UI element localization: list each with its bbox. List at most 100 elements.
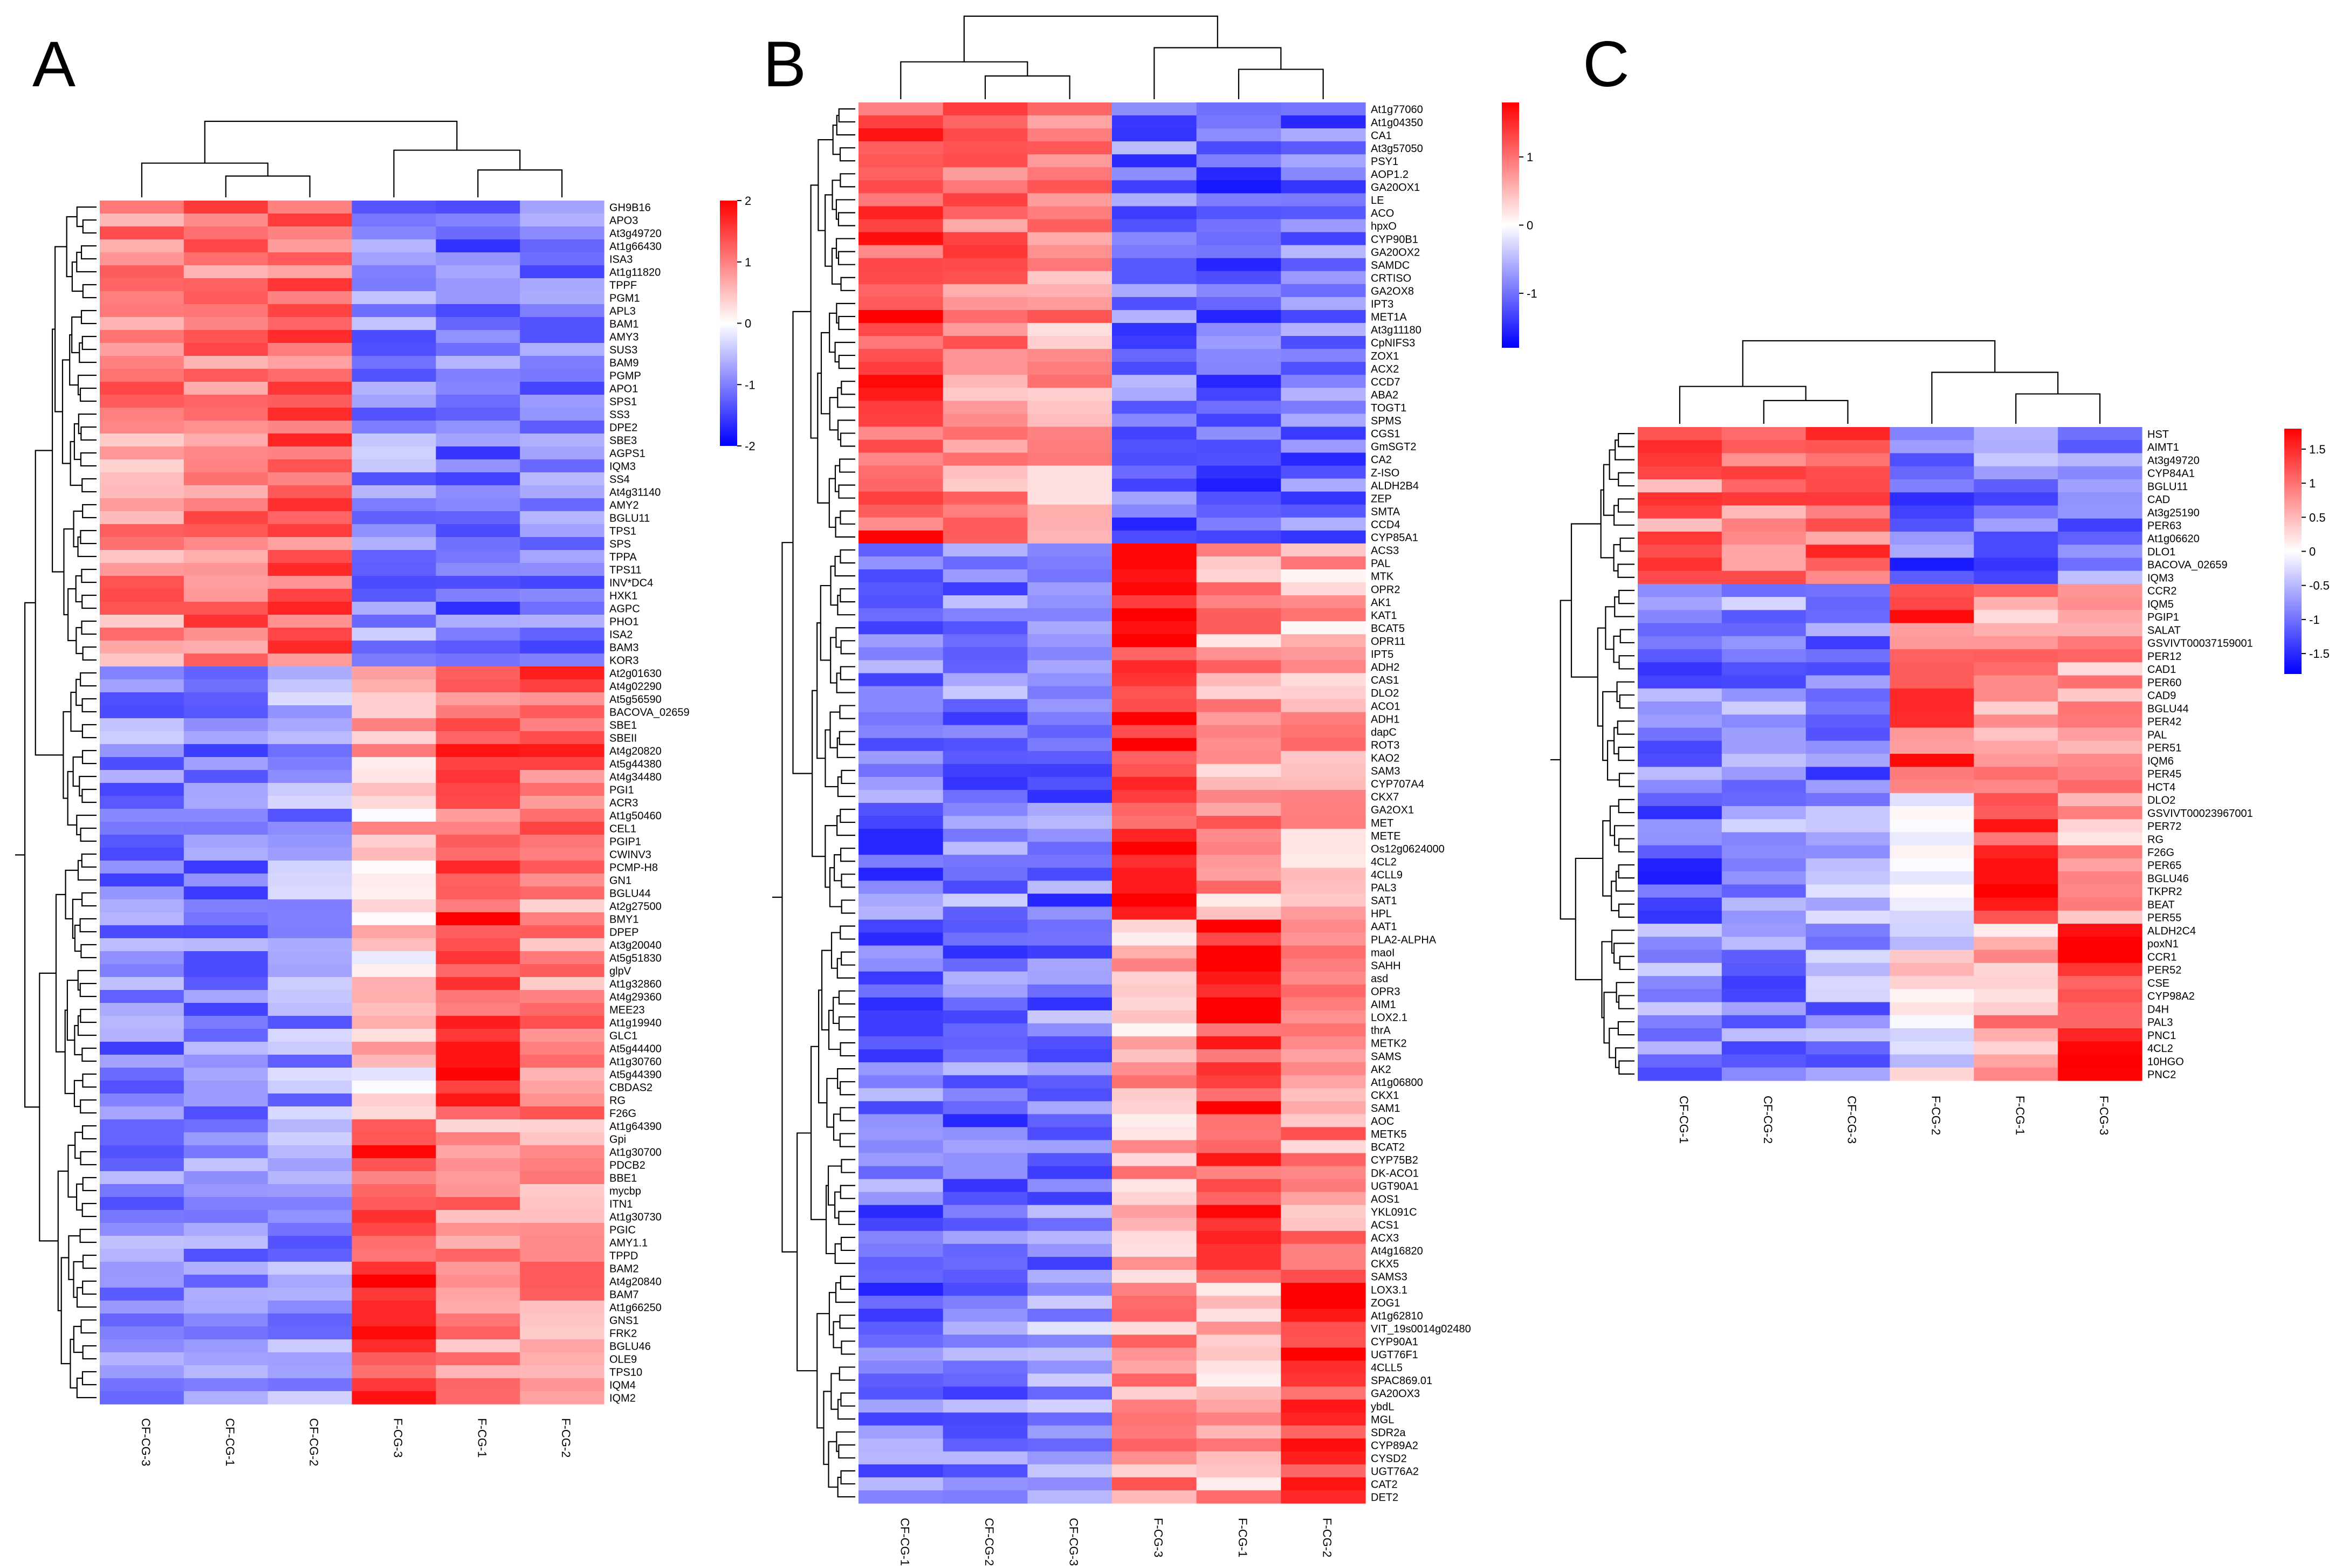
heatmap-cell (1112, 984, 1197, 998)
heatmap-cell (1638, 649, 1722, 663)
heatmap-cell (1281, 569, 1366, 583)
heatmap-cell (520, 1352, 605, 1366)
heatmap-cell (1196, 271, 1281, 285)
column-dendrogram (1679, 340, 2101, 424)
heatmap-cell (858, 245, 944, 259)
heatmap-cell (100, 1352, 184, 1366)
heatmap-cell (2058, 727, 2142, 741)
heatmap-cell (1196, 855, 1281, 868)
heatmap-cell (1196, 452, 1281, 466)
row-label: PGIC (609, 1225, 636, 1236)
heatmap-cell (1112, 1023, 1197, 1037)
heatmap-cell (943, 855, 1028, 868)
heatmap-cell (1805, 583, 1891, 597)
heatmap-cell (1281, 465, 1366, 479)
heatmap-cell (520, 265, 605, 279)
heatmap-cell (267, 1016, 353, 1029)
heatmap-cell (100, 757, 184, 771)
heatmap-cell (183, 459, 269, 473)
heatmap-cell (1721, 688, 1807, 702)
heatmap-cell (858, 1490, 944, 1504)
row-label: SDR2a (1371, 1427, 1406, 1439)
heatmap-cell (436, 434, 520, 447)
row-label: ALDH2C4 (2147, 925, 2196, 937)
heatmap-cell (1281, 725, 1366, 739)
heatmap-cell (1974, 545, 2058, 558)
heatmap-cell (183, 861, 269, 874)
heatmap-cell (943, 738, 1028, 752)
heatmap-cell (1027, 375, 1112, 388)
heatmap-cell (2058, 937, 2142, 951)
heatmap-cell (436, 1288, 520, 1301)
row-label: IPT5 (1371, 649, 1393, 661)
heatmap-cell (520, 446, 605, 460)
heatmap-cell (1281, 1049, 1366, 1063)
heatmap-cell (352, 925, 436, 939)
heatmap-cell (1721, 937, 1807, 951)
heatmap-cell (1027, 1153, 1112, 1167)
column-label: F-CG-3 (2097, 1096, 2111, 1135)
heatmap-cell (1638, 950, 1722, 964)
heatmap-cell (1196, 1140, 1281, 1154)
heatmap-cell (1027, 1010, 1112, 1024)
row-label: MEE23 (609, 1005, 645, 1016)
heatmap-cell (520, 343, 605, 356)
heatmap-cell (1890, 636, 1974, 650)
heatmap-cell (1196, 868, 1281, 881)
heatmap-cell (1281, 816, 1366, 829)
heatmap-cell (100, 1313, 184, 1327)
heatmap-cell (352, 1313, 436, 1327)
heatmap-cell (1281, 284, 1366, 298)
heatmap-cell (1805, 989, 1891, 1003)
heatmap-cell (1112, 1296, 1197, 1309)
row-label: MET1A (1371, 312, 1407, 324)
heatmap-cell (1890, 793, 1974, 807)
heatmap-cell (1196, 193, 1281, 207)
heatmap-cell (1027, 517, 1112, 531)
heatmap-cell (1112, 128, 1197, 142)
heatmap-cell (183, 951, 269, 965)
heatmap-cell (1721, 1015, 1807, 1029)
heatmap-cell (1196, 258, 1281, 272)
heatmap-cell (1890, 518, 1974, 532)
heatmap-cell (943, 1360, 1028, 1374)
heatmap-cell (436, 874, 520, 887)
heatmap-cell (352, 796, 436, 809)
heatmap-cell (436, 550, 520, 563)
heatmap-cell (2058, 623, 2142, 637)
row-label: AMY3 (609, 332, 638, 343)
heatmap-cell (520, 757, 605, 771)
heatmap-cell (1112, 1309, 1197, 1322)
heatmap-cell (520, 382, 605, 395)
heatmap-cell (352, 1106, 436, 1120)
legend-tick-label: 0 (745, 317, 751, 331)
heatmap-cell (352, 1003, 436, 1016)
heatmap-cell (520, 1042, 605, 1055)
heatmap-cell (2058, 819, 2142, 833)
row-label: At5g44400 (609, 1043, 662, 1055)
heatmap-cell (436, 641, 520, 654)
legend-tick-label: 0 (2309, 545, 2316, 559)
column-label: CF-CG-2 (1761, 1096, 1775, 1144)
heatmap-cell (858, 816, 944, 829)
heatmap-cell (943, 1425, 1028, 1439)
row-label: SUS3 (609, 345, 637, 356)
heatmap-cell (1112, 647, 1197, 661)
heatmap-cell (1196, 167, 1281, 181)
heatmap-cell (1196, 517, 1281, 531)
heatmap-cell (943, 465, 1028, 479)
heatmap-cell (1890, 1054, 1974, 1068)
heatmap-cell (267, 757, 353, 771)
heatmap-cell (1196, 336, 1281, 349)
heatmap-cell (1281, 1127, 1366, 1141)
heatmap-cell (1638, 636, 1722, 650)
heatmap-cell (267, 1391, 353, 1405)
heatmap-cell (183, 757, 269, 771)
row-label: AGPS1 (609, 448, 645, 460)
heatmap-cell (858, 1075, 944, 1089)
heatmap-cell (1196, 1205, 1281, 1219)
heatmap-cell (1281, 530, 1366, 544)
heatmap-cell (436, 472, 520, 486)
row-label: ZOG1 (1371, 1297, 1400, 1309)
row-label: YKL091C (1371, 1206, 1417, 1218)
